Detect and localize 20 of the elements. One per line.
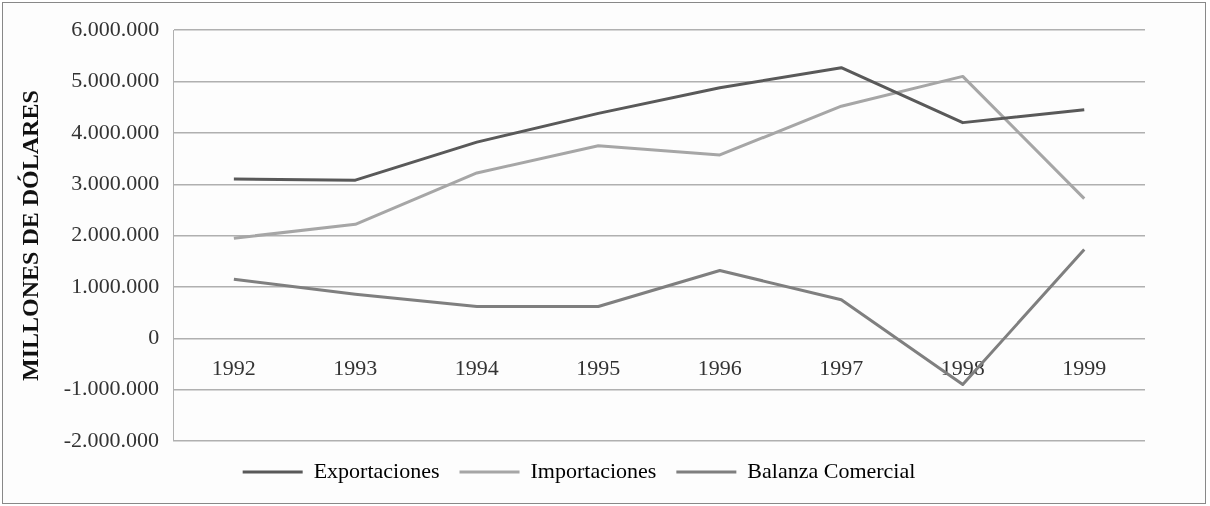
y-tick-label: 0	[148, 324, 160, 350]
y-tick-label: 6.000.000	[71, 15, 160, 41]
y-tick-label: -1.000.000	[63, 375, 160, 401]
x-tick-label: 1995	[576, 355, 621, 381]
x-tick-label: 1992	[211, 355, 256, 381]
y-tick-label: 4.000.000	[71, 118, 160, 144]
legend-label: Exportaciones	[313, 457, 440, 483]
x-tick-label: 1997	[819, 355, 864, 381]
legend-label: Balanza Comercial	[747, 457, 916, 483]
legend-label: Importaciones	[530, 457, 657, 483]
y-tick-label: 5.000.000	[71, 67, 160, 93]
y-tick-label: 2.000.000	[71, 221, 160, 247]
y-axis-title: MILLONES DE DÓLARES	[16, 90, 43, 381]
x-tick-label: 1994	[454, 355, 499, 381]
y-tick-label: -2.000.000	[63, 426, 160, 452]
y-tick-label: 3.000.000	[71, 170, 160, 196]
x-tick-label: 1996	[697, 355, 742, 381]
y-tick-label: 1.000.000	[71, 272, 160, 298]
x-tick-label: 1999	[1062, 355, 1107, 381]
x-tick-label: 1993	[333, 355, 378, 381]
